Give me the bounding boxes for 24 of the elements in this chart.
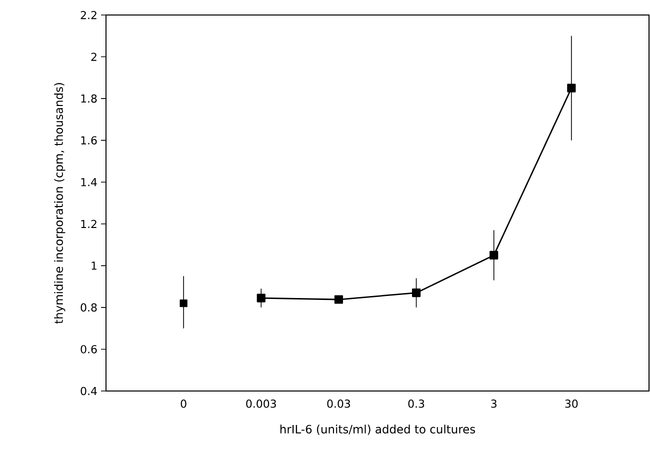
x-tick-label: 3 (491, 400, 496, 408)
x-tick-label: 0.3 (408, 400, 424, 408)
y-tick-label: 1.4 (81, 178, 97, 186)
y-tick-label: 2 (91, 52, 96, 61)
x-tick-label: 0.003 (246, 400, 276, 408)
y-axis-title: thymidine incorporation (cpm, thousands) (54, 83, 66, 324)
y-tick-label: 1.8 (81, 94, 97, 103)
point (412, 288, 421, 298)
x-tick-label: 0.03 (327, 400, 350, 408)
point (334, 295, 344, 304)
point (256, 294, 266, 302)
x-tick-label: 30 (565, 400, 578, 408)
y-tick-label: 0.4 (80, 386, 97, 396)
y-tick-label: 1.2 (81, 220, 96, 228)
y-tick-label: 1.6 (81, 136, 97, 144)
x-tick-label: 0 (180, 400, 186, 408)
point (490, 250, 498, 260)
point (567, 84, 576, 92)
y-tick-label: 1 (92, 262, 96, 270)
y-tick-label: 0.6 (80, 345, 97, 354)
y-tick-label: 2.2 (80, 10, 96, 20)
point (180, 299, 188, 308)
y-tick-label: 0.8 (80, 303, 97, 312)
x-axis-title: hrIL-6 (units/ml) added to cultures (280, 424, 476, 435)
